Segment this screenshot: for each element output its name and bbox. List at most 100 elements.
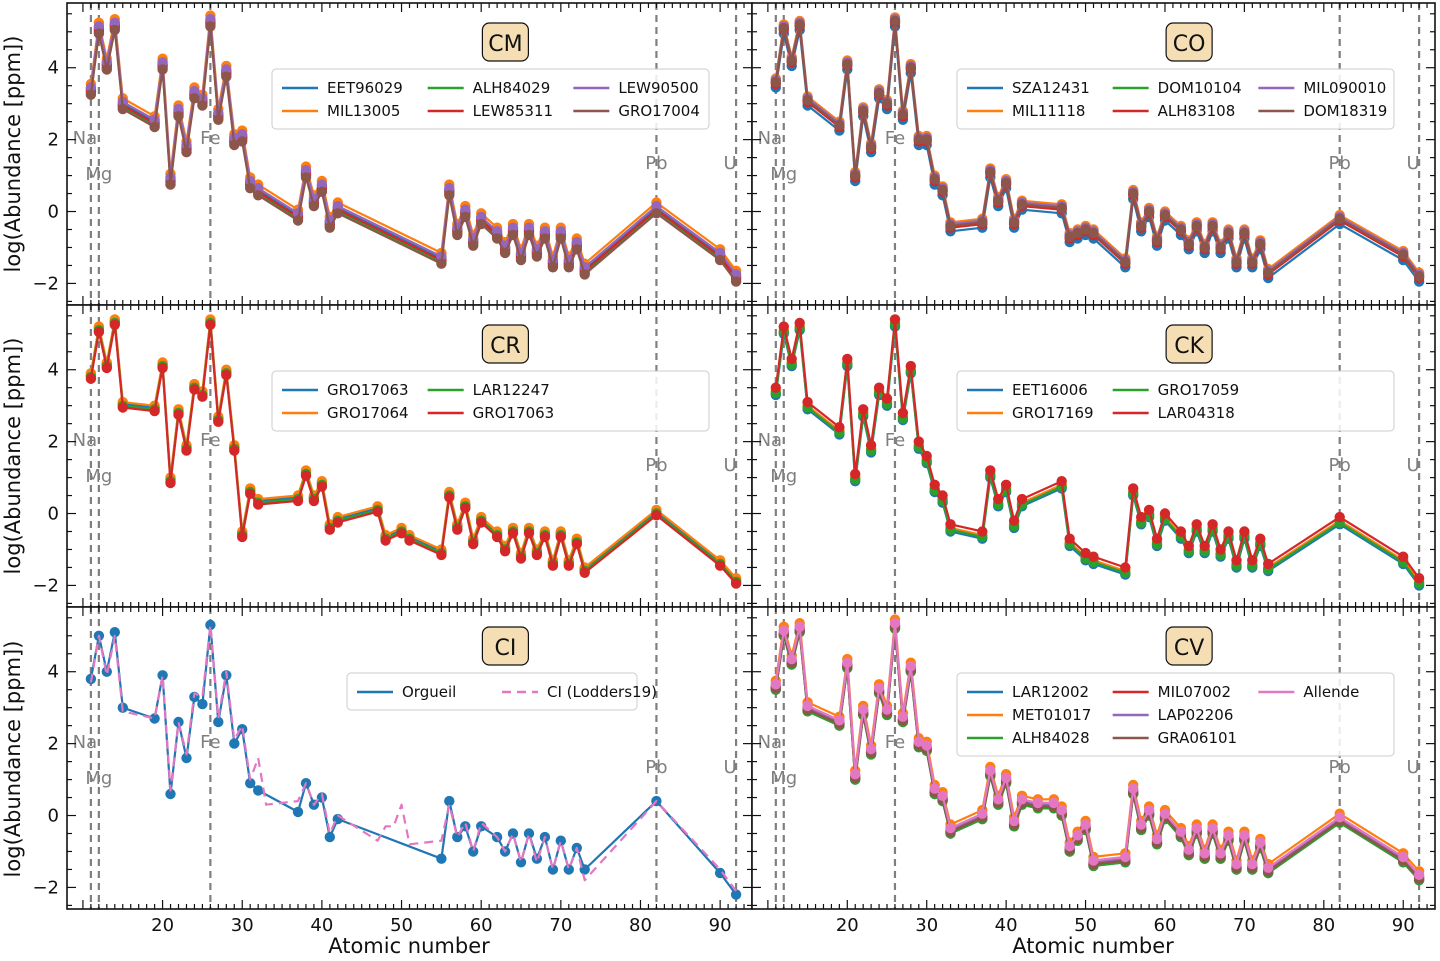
data-point bbox=[101, 362, 113, 374]
element-label-na: Na bbox=[758, 128, 783, 149]
series-line-ci-lodders19- bbox=[89, 623, 737, 892]
data-point bbox=[85, 89, 97, 100]
legend-label: DOM18319 bbox=[1303, 102, 1387, 120]
x-tick-label: 70 bbox=[1233, 915, 1256, 936]
data-point bbox=[913, 736, 924, 747]
data-point bbox=[165, 788, 176, 800]
element-label-na: Na bbox=[758, 732, 783, 753]
data-point bbox=[858, 704, 869, 715]
data-point bbox=[802, 94, 813, 106]
data-point bbox=[460, 204, 471, 215]
data-point bbox=[1159, 209, 1171, 221]
data-point bbox=[1398, 851, 1409, 863]
data-point bbox=[523, 229, 535, 241]
data-point bbox=[858, 404, 869, 415]
data-point bbox=[523, 828, 535, 839]
data-point bbox=[555, 226, 566, 237]
legend-label: EET16006 bbox=[1012, 381, 1088, 399]
panel-title: CM bbox=[488, 32, 522, 57]
panel-title-box bbox=[481, 626, 529, 666]
data-point bbox=[1016, 794, 1028, 805]
data-point bbox=[977, 808, 988, 819]
data-point bbox=[993, 794, 1004, 805]
data-point bbox=[1143, 206, 1155, 217]
legend-label: GRO17059 bbox=[1158, 381, 1240, 399]
data-point bbox=[945, 822, 956, 834]
data-point bbox=[324, 222, 335, 233]
data-point bbox=[515, 553, 527, 564]
data-point bbox=[1120, 851, 1131, 863]
y-tick-label: −2 bbox=[32, 877, 59, 898]
data-point bbox=[316, 186, 328, 197]
data-point bbox=[1398, 551, 1409, 562]
legend-label: GRA06101 bbox=[1158, 729, 1237, 747]
x-tick-label: 70 bbox=[549, 915, 572, 936]
element-label-fe: Fe bbox=[200, 732, 220, 753]
data-point bbox=[945, 220, 956, 232]
element-label-mg: Mg bbox=[770, 768, 797, 789]
data-point bbox=[1207, 822, 1218, 834]
data-point bbox=[1064, 231, 1075, 242]
x-tick-label: 50 bbox=[390, 915, 413, 936]
data-point bbox=[1207, 519, 1218, 530]
data-point bbox=[921, 740, 932, 751]
legend-label: GRO17063 bbox=[327, 381, 409, 399]
data-point bbox=[332, 200, 343, 212]
data-point bbox=[547, 262, 559, 273]
y-tick-label: 2 bbox=[48, 734, 59, 755]
data-point bbox=[778, 23, 789, 34]
data-point bbox=[507, 229, 519, 241]
data-point bbox=[937, 790, 948, 801]
data-point bbox=[253, 499, 264, 510]
data-point bbox=[1016, 493, 1028, 505]
legend-label: CI (Lodders19) bbox=[547, 683, 657, 701]
x-tick-label: 40 bbox=[995, 915, 1018, 936]
x-tick-label: 60 bbox=[470, 915, 493, 936]
data-point bbox=[993, 195, 1004, 206]
data-point bbox=[985, 166, 996, 178]
data-point bbox=[1120, 562, 1131, 573]
x-tick-label: 20 bbox=[151, 915, 174, 936]
data-point bbox=[1136, 220, 1147, 232]
data-point bbox=[1048, 797, 1060, 809]
data-point bbox=[229, 445, 240, 456]
data-point bbox=[253, 190, 264, 201]
data-point bbox=[452, 524, 463, 535]
x-tick-label: 60 bbox=[1154, 915, 1177, 936]
data-point bbox=[1175, 224, 1187, 235]
panel-title: CO bbox=[1173, 32, 1206, 57]
data-point bbox=[555, 233, 566, 244]
data-point bbox=[794, 19, 805, 30]
data-point bbox=[436, 853, 447, 864]
data-point bbox=[316, 179, 328, 190]
legend-label: GRO17064 bbox=[327, 404, 409, 422]
data-point bbox=[1215, 242, 1226, 253]
plot-area bbox=[770, 314, 1425, 591]
data-point bbox=[324, 831, 335, 843]
element-label-na: Na bbox=[73, 430, 98, 451]
x-tick-label: 20 bbox=[836, 915, 859, 936]
data-point bbox=[515, 857, 527, 868]
element-label-mg: Mg bbox=[770, 466, 797, 487]
data-point bbox=[1032, 797, 1044, 809]
plot-area bbox=[85, 10, 742, 287]
element-label-mg: Mg bbox=[85, 466, 112, 487]
data-point bbox=[1398, 249, 1409, 260]
data-point bbox=[714, 867, 726, 879]
y-tick-label: 4 bbox=[48, 662, 59, 683]
element-label-na: Na bbox=[73, 128, 98, 149]
data-point bbox=[173, 716, 184, 728]
data-point bbox=[1263, 267, 1274, 278]
data-point bbox=[468, 538, 479, 550]
data-point bbox=[881, 98, 893, 109]
data-point bbox=[157, 57, 168, 68]
data-point bbox=[539, 226, 551, 237]
element-label-mg: Mg bbox=[85, 164, 112, 185]
data-point bbox=[205, 319, 216, 330]
legend-box bbox=[956, 370, 1395, 432]
element-label-u: U bbox=[723, 757, 736, 778]
data-point bbox=[905, 62, 916, 73]
data-point bbox=[523, 528, 535, 539]
data-point bbox=[730, 889, 742, 900]
data-point bbox=[181, 752, 192, 764]
